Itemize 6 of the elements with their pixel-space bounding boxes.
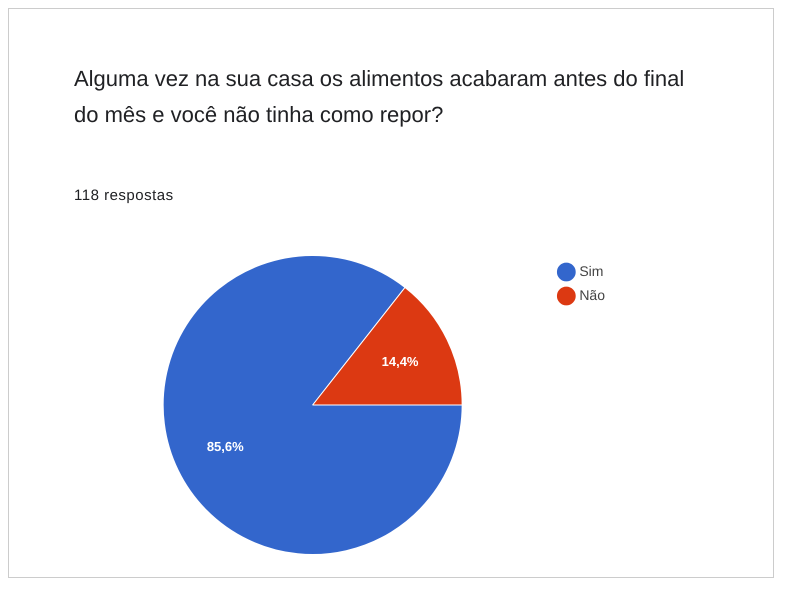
chart-title: Alguma vez na sua casa os alimentos acabaram antes do final do mês e você não tinha como repor? (74, 65, 686, 129)
data-label: 85,6% (206, 439, 244, 454)
data-label: 14,4% (382, 354, 419, 370)
legend-label: Não (579, 286, 606, 303)
legend-label: Sim (579, 262, 604, 279)
chart-subtitle: 118 respostas (74, 187, 174, 204)
